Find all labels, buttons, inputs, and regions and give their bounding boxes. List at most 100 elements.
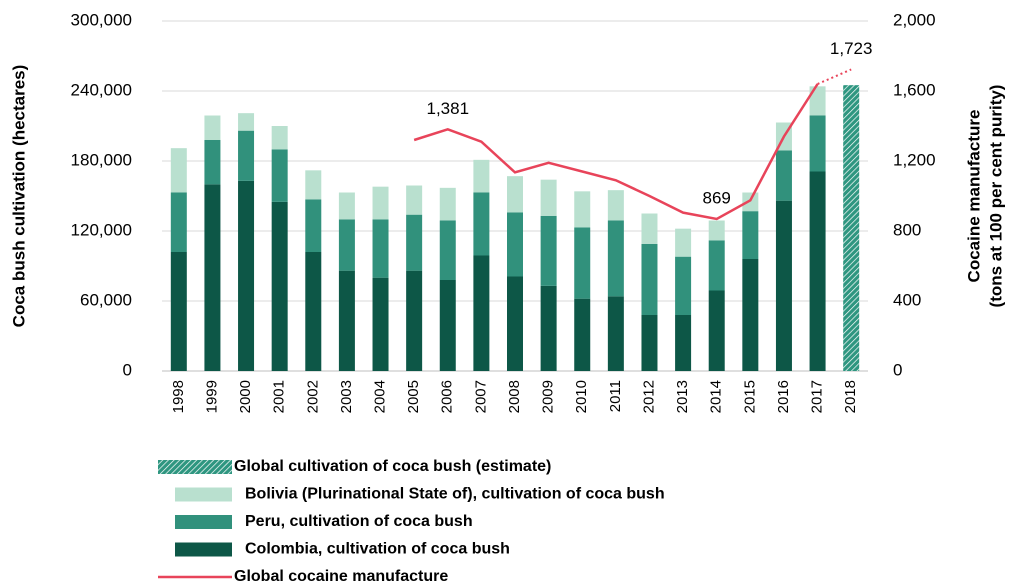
bar — [204, 115, 221, 140]
bar — [406, 270, 423, 371]
y-tick-label: 240,000 — [71, 80, 132, 99]
bar — [305, 252, 322, 371]
bar — [271, 149, 288, 202]
data-label: 869 — [703, 188, 731, 207]
bar — [641, 243, 658, 315]
legend-swatch — [175, 515, 232, 529]
bar — [742, 192, 759, 212]
x-tick-label: 2008 — [506, 380, 523, 413]
bar — [809, 86, 826, 116]
bar — [238, 130, 255, 181]
data-label: 1,723 — [830, 39, 873, 58]
bar — [675, 315, 692, 371]
bar — [439, 187, 456, 221]
y-tick-label: 300,000 — [71, 10, 132, 29]
bar — [338, 270, 355, 371]
legend-label: Bolivia (Plurinational State of), cultiv… — [245, 486, 665, 503]
bar — [406, 185, 423, 215]
bar — [775, 200, 792, 371]
bar — [843, 85, 860, 372]
x-tick-label: 2009 — [540, 380, 557, 413]
x-tick-label: 2012 — [640, 380, 657, 413]
y-tick-label: 180,000 — [71, 150, 132, 169]
x-tick-label: 2004 — [371, 380, 388, 413]
x-tick-label: 2010 — [573, 380, 590, 413]
bar — [507, 276, 523, 371]
x-tick-label: 2005 — [405, 380, 422, 413]
x-tick-label: 2006 — [439, 380, 456, 413]
bar — [372, 277, 389, 371]
bar — [507, 176, 523, 213]
y2-axis-title: (tons at 100 per cent purity) — [986, 85, 1005, 308]
bar — [170, 148, 187, 193]
bar — [574, 191, 591, 228]
bar — [641, 213, 658, 244]
bar — [170, 192, 187, 252]
bar — [170, 252, 187, 371]
bar — [439, 280, 456, 371]
bar — [708, 240, 725, 291]
y2-axis-title: Cocaine manufacture — [964, 110, 983, 283]
bar — [204, 184, 221, 371]
x-tick-label: 2015 — [741, 380, 758, 413]
data-label: 1,381 — [426, 99, 469, 118]
line-estimate — [817, 68, 852, 85]
x-tick-label: 2018 — [842, 380, 859, 413]
legend-label: Global cultivation of coca bush (estimat… — [234, 458, 551, 475]
bar — [708, 290, 725, 371]
bar — [372, 186, 389, 220]
bar — [439, 220, 456, 280]
bar — [473, 192, 490, 256]
bar — [238, 180, 255, 371]
bar — [238, 113, 255, 131]
bar — [338, 219, 355, 271]
x-tick-label: 2003 — [338, 380, 355, 413]
x-tick-label: 2013 — [674, 380, 691, 413]
bar — [540, 179, 557, 216]
y2-tick-label: 400 — [893, 290, 921, 309]
bar — [540, 215, 557, 286]
y2-tick-label: 2,000 — [893, 10, 936, 29]
legend-swatch — [175, 487, 232, 502]
bar — [607, 220, 624, 297]
bar — [641, 315, 658, 371]
bar — [204, 140, 221, 185]
bar — [473, 159, 490, 193]
x-tick-label: 2011 — [607, 380, 624, 412]
legend-label: Colombia, cultivation of coca bush — [245, 541, 510, 558]
bar — [607, 296, 624, 371]
x-tick-label: 2000 — [237, 380, 254, 413]
bar — [305, 199, 322, 252]
x-tick-label: 1999 — [203, 380, 220, 413]
bar — [574, 227, 591, 299]
y2-tick-label: 1,600 — [893, 80, 936, 99]
bar — [809, 115, 826, 172]
x-tick-label: 2014 — [708, 380, 725, 413]
bar — [675, 256, 692, 315]
y-tick-label: 60,000 — [80, 290, 132, 309]
bar — [338, 192, 355, 220]
y2-tick-label: 1,200 — [893, 150, 936, 169]
x-tick-label: 2007 — [472, 380, 489, 413]
y2-tick-label: 0 — [893, 360, 902, 379]
x-tick-label: 2002 — [304, 380, 321, 413]
legend-swatch — [175, 542, 232, 557]
y-tick-label: 120,000 — [71, 220, 132, 239]
bar — [372, 219, 389, 278]
bar — [675, 228, 692, 257]
bar — [507, 212, 523, 277]
y-axis-title: Coca bush cultivation (hectares) — [9, 65, 28, 328]
x-tick-label: 2017 — [809, 380, 826, 413]
bar — [406, 214, 423, 271]
bar — [809, 171, 826, 371]
bar — [607, 190, 624, 221]
y2-tick-label: 800 — [893, 220, 921, 239]
bar — [271, 201, 288, 371]
bar — [574, 298, 591, 371]
x-tick-label: 1998 — [170, 380, 187, 413]
legend-swatch — [158, 460, 232, 474]
x-tick-label: 2016 — [775, 380, 792, 413]
bar — [775, 150, 792, 201]
bar — [473, 255, 490, 371]
